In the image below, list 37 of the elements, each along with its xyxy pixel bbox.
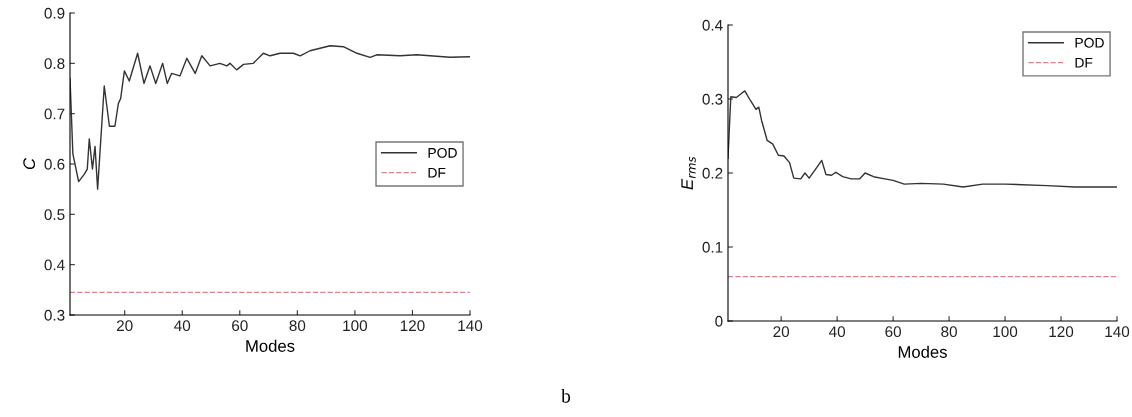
legend-label: POD (428, 147, 457, 158)
y-tick-label: 0.1 (702, 241, 723, 253)
x-tick-label: 80 (289, 320, 306, 332)
y-tick-label: 0.8 (44, 58, 65, 70)
y-tick-label: 0.2 (702, 167, 723, 179)
y-tick-label: 0.5 (44, 209, 65, 221)
y-tick-label: 0.9 (44, 7, 65, 19)
x-tick-label: 40 (829, 326, 846, 338)
legend-label: DF (1075, 57, 1093, 68)
x-tick-label: 140 (458, 320, 483, 332)
x-axis-title: Modes (898, 345, 947, 358)
legend-label: DF (428, 167, 446, 178)
y-tick-label: 0.4 (44, 259, 65, 271)
x-axis-title: Modes (246, 339, 295, 352)
x-tick-label: 40 (174, 320, 191, 332)
x-tick-label: 100 (993, 326, 1018, 338)
y-tick-label: 0.4 (702, 19, 723, 31)
y-tick-label: 0.6 (44, 158, 65, 170)
x-tick-label: 20 (116, 320, 133, 332)
x-tick-label: 100 (343, 320, 368, 332)
x-tick-label: 140 (1105, 326, 1130, 338)
x-tick-label: 120 (400, 320, 425, 332)
x-tick-label: 60 (885, 326, 902, 338)
x-tick-label: 120 (1049, 326, 1074, 338)
y-axis-title: C (23, 157, 36, 170)
x-tick-label: 80 (941, 326, 957, 338)
legend-label: POD (1075, 37, 1104, 48)
y-tick-label: 0.3 (702, 93, 723, 105)
y-axis-title: E$_{rms}$ (681, 156, 696, 190)
y-tick-label: 0.7 (44, 108, 65, 120)
y-tick-label: 0.3 (44, 309, 65, 321)
x-tick-label: 60 (232, 320, 248, 332)
text: b (561, 388, 571, 403)
line-series (70, 45, 470, 190)
y-tick-label: 0 (715, 315, 723, 327)
line-series (728, 90, 1117, 188)
x-tick-label: 20 (773, 326, 790, 338)
